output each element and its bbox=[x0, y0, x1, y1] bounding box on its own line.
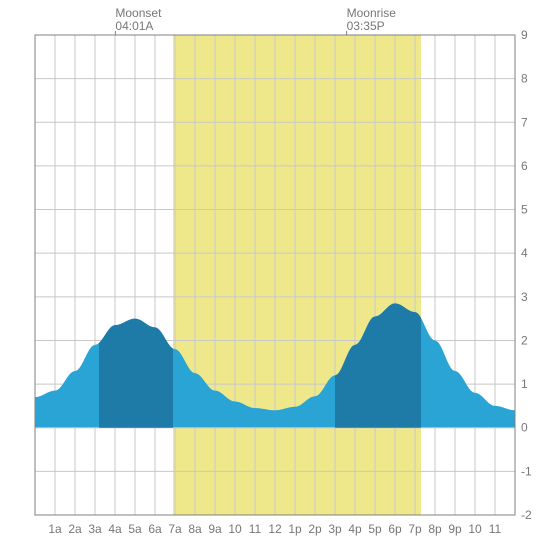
svg-text:7: 7 bbox=[521, 115, 528, 129]
svg-text:9p: 9p bbox=[448, 522, 462, 536]
tide-moon-chart: -2-101234567891a2a3a4a5a6a7a8a9a1011121p… bbox=[0, 0, 550, 550]
svg-text:2: 2 bbox=[521, 333, 528, 347]
svg-text:7p: 7p bbox=[408, 522, 422, 536]
svg-text:5a: 5a bbox=[128, 522, 142, 536]
y-axis-labels: -2 -1 0 1 2 3 4 5 6 7 8 9 bbox=[521, 28, 532, 522]
svg-text:1: 1 bbox=[521, 377, 528, 391]
svg-text:5: 5 bbox=[521, 203, 528, 217]
moonset-title: Moonset bbox=[115, 6, 162, 20]
chart-svg: -2-101234567891a2a3a4a5a6a7a8a9a1011121p… bbox=[5, 5, 545, 545]
svg-text:-1: -1 bbox=[521, 464, 532, 478]
svg-text:-2: -2 bbox=[521, 508, 532, 522]
svg-text:3a: 3a bbox=[88, 522, 102, 536]
svg-text:7a: 7a bbox=[168, 522, 182, 536]
moonset-value: 04:01A bbox=[115, 19, 153, 33]
svg-text:9: 9 bbox=[521, 28, 528, 42]
svg-text:3p: 3p bbox=[328, 522, 342, 536]
svg-text:4: 4 bbox=[521, 246, 528, 260]
svg-text:12: 12 bbox=[268, 522, 282, 536]
svg-text:2a: 2a bbox=[68, 522, 82, 536]
svg-text:2p: 2p bbox=[308, 522, 322, 536]
svg-text:11: 11 bbox=[489, 522, 502, 536]
svg-text:11: 11 bbox=[249, 522, 262, 536]
svg-text:10: 10 bbox=[228, 522, 242, 536]
svg-text:1a: 1a bbox=[48, 522, 62, 536]
svg-text:3: 3 bbox=[521, 290, 528, 304]
svg-text:4a: 4a bbox=[108, 522, 122, 536]
grid bbox=[35, 35, 515, 515]
svg-text:6a: 6a bbox=[148, 522, 162, 536]
x-axis-labels: 1a 2a 3a 4a 5a 6a 7a 8a 9a 10 11 12 1p 2p 3p 4p 5p 6p 7p 8p… bbox=[48, 522, 501, 536]
svg-text:4p: 4p bbox=[348, 522, 362, 536]
svg-text:8p: 8p bbox=[428, 522, 442, 536]
svg-text:6: 6 bbox=[521, 159, 528, 173]
header-labels: Moonset04:01A Moonrise03:35P bbox=[115, 6, 396, 35]
svg-text:8: 8 bbox=[521, 72, 528, 86]
svg-text:5p: 5p bbox=[368, 522, 382, 536]
svg-text:10: 10 bbox=[468, 522, 482, 536]
svg-text:9a: 9a bbox=[208, 522, 222, 536]
moonrise-value: 03:35P bbox=[347, 19, 385, 33]
svg-text:8a: 8a bbox=[188, 522, 202, 536]
svg-text:1p: 1p bbox=[288, 522, 302, 536]
svg-text:0: 0 bbox=[521, 421, 528, 435]
svg-text:6p: 6p bbox=[388, 522, 402, 536]
daylight-band bbox=[173, 35, 421, 515]
moonrise-title: Moonrise bbox=[347, 6, 397, 20]
